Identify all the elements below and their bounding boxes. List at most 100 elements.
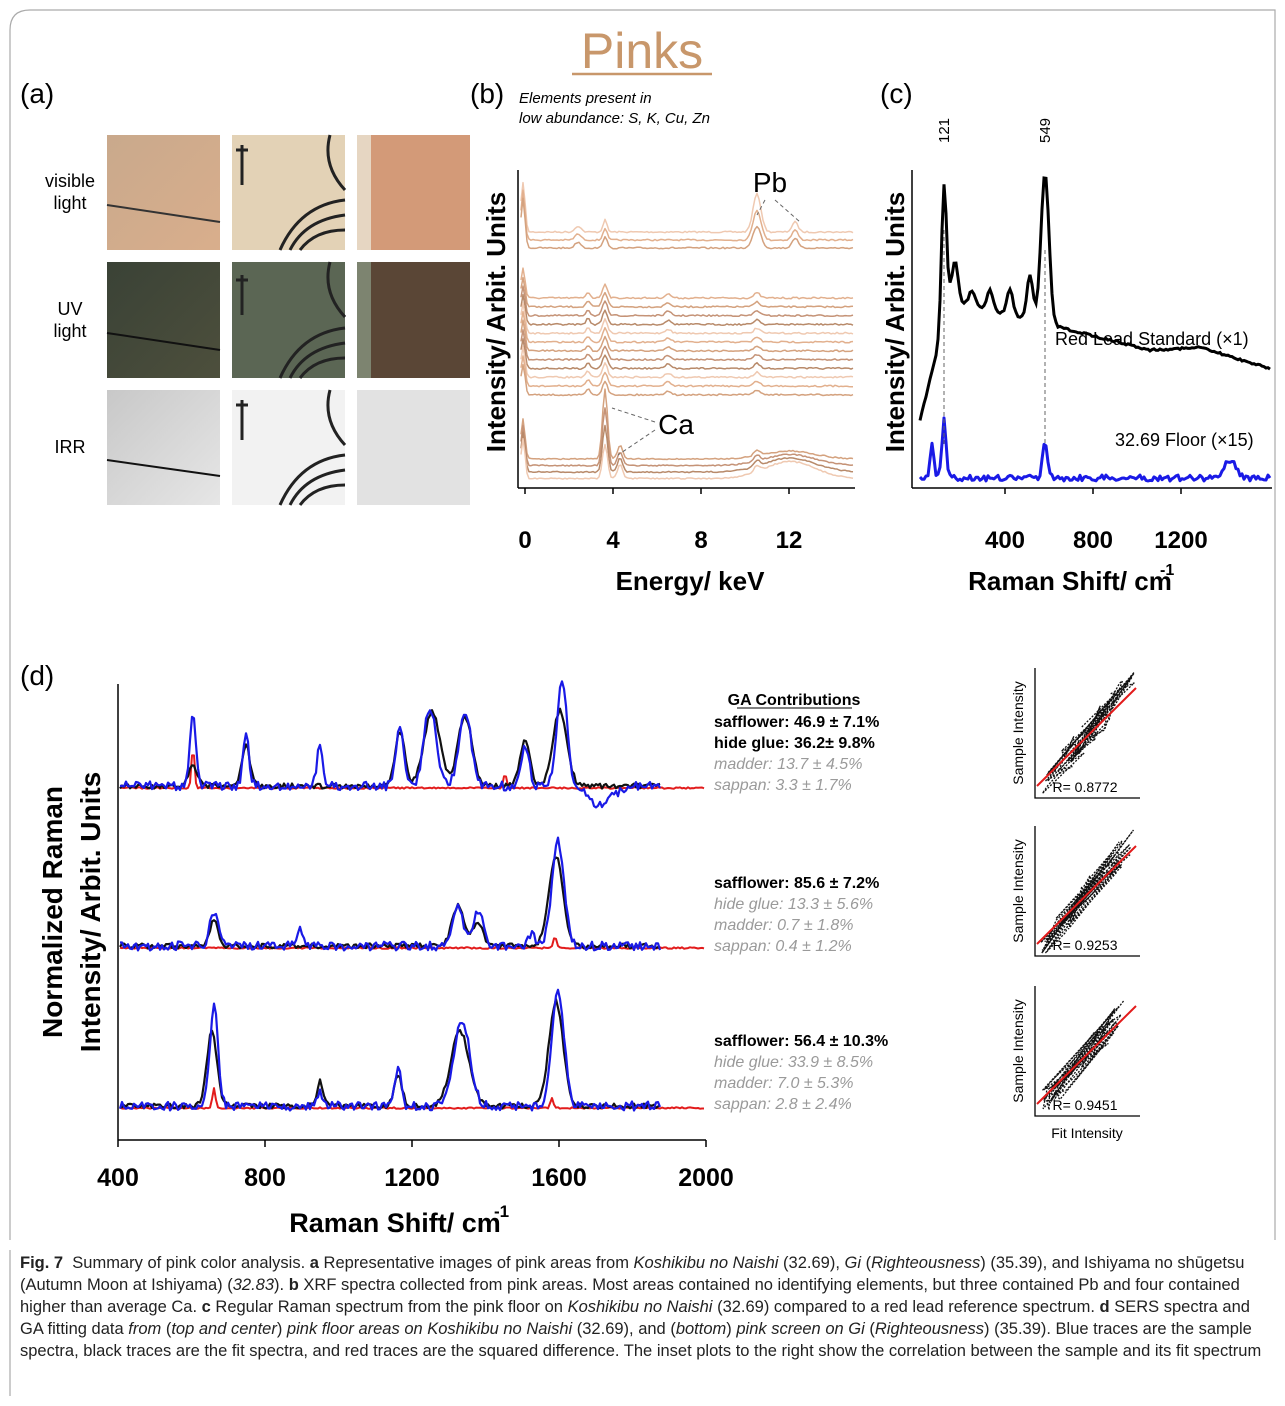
inset-axes (1034, 986, 1140, 1117)
xrf-trace (520, 294, 854, 326)
image-tile (357, 135, 470, 250)
xrf-trace (520, 345, 854, 379)
x-tick-label: 800 (244, 1164, 286, 1192)
annotation: Ca (658, 409, 694, 440)
panel-label: (d) (20, 660, 54, 691)
x-tick-label: 400 (985, 527, 1025, 554)
caption-text: pink floor areas on Koshikibu no Naishi (286, 1320, 573, 1338)
caption-text: (32.69) compared to a red lead reference… (712, 1298, 1100, 1316)
ga-contribution: safflower: 85.6 ± 7.2% (714, 875, 879, 892)
leader-line (611, 407, 656, 456)
xrf-trace (520, 285, 854, 318)
x-tick-label: 4 (606, 527, 620, 554)
xrf-trace (520, 276, 854, 309)
caption-text: top and center (171, 1320, 277, 1338)
caption-text: ) (35.39), and Ishiyama no shūgetsu (Aut… (20, 1254, 1249, 1294)
ga-contribution: hide glue: 36.2± 9.8% (714, 735, 875, 752)
ga-contribution: hide glue: 13.3 ± 5.6% (714, 896, 873, 913)
inset-r-label: R= 0.8772 (1053, 779, 1118, 795)
panel-label: (a) (20, 78, 54, 109)
image-tile (357, 390, 470, 505)
caption-text: (32.69), (778, 1254, 845, 1272)
x-axis-label: Raman Shift/ cm (289, 1208, 501, 1238)
sample-trace (119, 680, 661, 809)
caption-text: from (128, 1320, 162, 1338)
row-label: IRR (55, 437, 86, 457)
x-tick-label: 1200 (384, 1164, 440, 1192)
inset-r-label: R= 0.9253 (1053, 937, 1118, 953)
image-tile (357, 262, 470, 378)
ga-contribution: sappan: 3.3 ± 1.7% (714, 777, 852, 794)
caption-text: ( (161, 1320, 172, 1338)
peak-label: 121 (936, 118, 953, 143)
xrf-trace (520, 388, 854, 461)
xrf-trace (520, 329, 854, 362)
caption-text: ( (861, 1254, 872, 1272)
fit-trace (119, 707, 661, 790)
image-detail (106, 332, 221, 351)
panel-label: (b) (470, 78, 504, 109)
caption-text: Righteousness (874, 1320, 985, 1338)
image-tile (107, 390, 220, 505)
x-tick-label: 0 (518, 527, 531, 554)
caption-text: a (309, 1254, 319, 1272)
caption-text: Gi (844, 1254, 862, 1272)
x-tick-label: 1200 (1154, 527, 1207, 554)
x-axis-label-superscript: -1 (1160, 562, 1174, 579)
annotation: Pb (753, 167, 787, 198)
caption-text: d (1099, 1298, 1110, 1316)
ga-contribution: madder: 13.7 ± 4.5% (714, 756, 862, 773)
x-tick-label: 8 (694, 527, 707, 554)
xrf-trace (520, 338, 854, 370)
caption-text: 32.83 (232, 1276, 275, 1294)
x-tick-label: 800 (1073, 527, 1113, 554)
ga-contribution: sappan: 2.8 ± 2.4% (714, 1096, 852, 1113)
x-axis-label: Energy/ keV (616, 566, 766, 596)
x-tick-label: 2000 (678, 1164, 734, 1192)
inset-axes (1034, 826, 1140, 957)
caption-text: bottom (675, 1320, 727, 1338)
caption-text: Fig. 7 (20, 1254, 64, 1272)
xrf-trace (520, 302, 854, 335)
row-label: UV (57, 299, 82, 319)
inset-y-label: Sample Intensity (1010, 681, 1026, 785)
row-label: visible (45, 171, 95, 191)
xrf-trace (520, 319, 854, 353)
xrf-trace (520, 267, 854, 300)
caption-text: XRF spectra collected from pink areas. M… (20, 1276, 1245, 1316)
y-axis-label: Normalized Raman (37, 786, 68, 1038)
image-detail (357, 262, 371, 378)
ga-contribution: madder: 7.0 ± 5.3% (714, 1075, 854, 1092)
row-label: light (53, 193, 86, 213)
y-axis-label: Intensity/ Arbit. Units (880, 192, 910, 453)
y-axis-label: Intensity/ Arbit. Units (75, 772, 106, 1053)
trace-label: Red Lead Standard (×1) (1055, 329, 1249, 349)
xrf-trace (520, 364, 854, 397)
ga-contribution: hide glue: 33.9 ± 8.5% (714, 1054, 873, 1071)
inset-y-label: Sample Intensity (1010, 999, 1026, 1103)
inset-scatter (1041, 999, 1125, 1111)
caption-text: ) (276, 1320, 287, 1338)
x-axis-label-superscript: -1 (494, 1202, 509, 1221)
ga-contribution: safflower: 46.9 ± 7.1% (714, 714, 879, 731)
caption-text: Representative images of pink areas from (318, 1254, 634, 1272)
title: Pinks (581, 23, 703, 79)
xrf-trace (520, 437, 854, 480)
image-tile (107, 135, 220, 250)
figure-border (9, 9, 1276, 1240)
row-label: light (53, 321, 86, 341)
residual-trace (119, 754, 705, 790)
note: low abundance: S, K, Cu, Zn (519, 110, 710, 127)
caption-text: ) (35.39). Blue traces are the sample sp… (20, 1320, 1262, 1360)
peak-label: 549 (1037, 118, 1054, 143)
caption: Fig. 7 Summary of pink color analysis. a… (20, 1252, 1265, 1362)
xrf-trace (520, 197, 854, 250)
fit-trace (119, 998, 661, 1110)
caption-text: pink screen on Gi (736, 1320, 865, 1338)
image-detail (357, 135, 371, 250)
x-tick-label: 12 (776, 527, 803, 554)
inset-y-label: Sample Intensity (1010, 839, 1026, 943)
caption-text: SERS spectra and GA fitting data (20, 1298, 1255, 1338)
image-tile (107, 262, 220, 378)
